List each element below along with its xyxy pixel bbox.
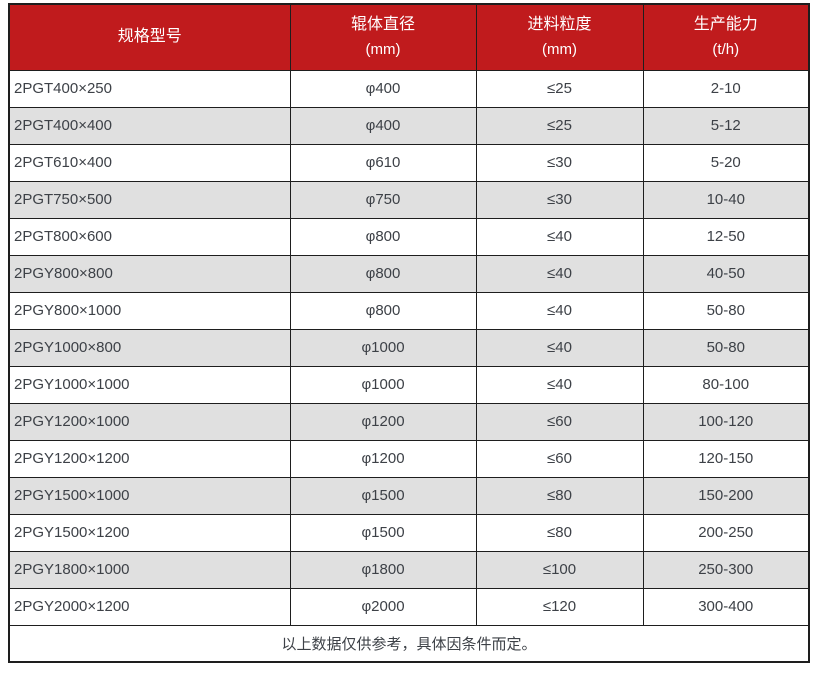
capacity-cell: 80-100 bbox=[642, 365, 810, 404]
table-row: 2PGY1200×1000 φ1200 ≤60 100-120 bbox=[8, 402, 810, 441]
table-row: 2PGY1800×1000 φ1800 ≤100 250-300 bbox=[8, 550, 810, 589]
model-cell: 2PGY1000×800 bbox=[8, 328, 291, 367]
table-row: 2PGT400×250 φ400 ≤25 2-10 bbox=[8, 69, 810, 108]
capacity-cell: 2-10 bbox=[642, 69, 810, 108]
column-title: 辊体直径 bbox=[350, 16, 415, 34]
column-header-model: 规格型号 bbox=[8, 3, 291, 71]
capacity-cell: 5-12 bbox=[642, 106, 810, 145]
table-row: 2PGY800×1000 φ800 ≤40 50-80 bbox=[8, 291, 810, 330]
diameter-cell: φ1800 bbox=[289, 550, 477, 589]
model-cell: 2PGY800×800 bbox=[8, 254, 291, 293]
diameter-cell: φ1500 bbox=[289, 476, 477, 515]
feed-size-cell: ≤40 bbox=[475, 365, 644, 404]
feed-size-cell: ≤40 bbox=[475, 328, 644, 367]
diameter-cell: φ1000 bbox=[289, 328, 477, 367]
feed-size-cell: ≤40 bbox=[475, 254, 644, 293]
model-cell: 2PGY2000×1200 bbox=[8, 587, 291, 626]
column-title: 规格型号 bbox=[117, 28, 182, 46]
feed-size-cell: ≤25 bbox=[475, 106, 644, 145]
diameter-cell: φ800 bbox=[289, 217, 477, 256]
table-row: 2PGT800×600 φ800 ≤40 12-50 bbox=[8, 217, 810, 256]
feed-size-cell: ≤60 bbox=[475, 402, 644, 441]
feed-size-cell: ≤60 bbox=[475, 439, 644, 478]
table-footer: 以上数据仅供参考，具体因条件而定。 bbox=[8, 624, 810, 663]
column-title: 生产能力 bbox=[693, 16, 758, 34]
capacity-cell: 120-150 bbox=[642, 439, 810, 478]
table-row: 2PGY800×800 φ800 ≤40 40-50 bbox=[8, 254, 810, 293]
column-unit: (mm) bbox=[365, 41, 401, 59]
model-cell: 2PGY1200×1200 bbox=[8, 439, 291, 478]
diameter-cell: φ1200 bbox=[289, 439, 477, 478]
capacity-cell: 150-200 bbox=[642, 476, 810, 515]
capacity-cell: 300-400 bbox=[642, 587, 810, 626]
model-cell: 2PGY800×1000 bbox=[8, 291, 291, 330]
feed-size-cell: ≤30 bbox=[475, 180, 644, 219]
feed-size-cell: ≤100 bbox=[475, 550, 644, 589]
capacity-cell: 50-80 bbox=[642, 328, 810, 367]
spec-table-container: 规格型号 辊体直径 (mm) 进料粒度 (mm) 生产能力 (t/h) 2PGT… bbox=[8, 3, 810, 663]
table-header: 规格型号 辊体直径 (mm) 进料粒度 (mm) 生产能力 (t/h) bbox=[8, 3, 810, 71]
diameter-cell: φ400 bbox=[289, 106, 477, 145]
capacity-cell: 10-40 bbox=[642, 180, 810, 219]
model-cell: 2PGT400×400 bbox=[8, 106, 291, 145]
model-cell: 2PGY1200×1000 bbox=[8, 402, 291, 441]
capacity-cell: 200-250 bbox=[642, 513, 810, 552]
feed-size-cell: ≤80 bbox=[475, 513, 644, 552]
table-row: 2PGT400×400 φ400 ≤25 5-12 bbox=[8, 106, 810, 145]
model-cell: 2PGT800×600 bbox=[8, 217, 291, 256]
column-header-roller-diameter: 辊体直径 (mm) bbox=[289, 3, 477, 71]
feed-size-cell: ≤30 bbox=[475, 143, 644, 182]
column-header-capacity: 生产能力 (t/h) bbox=[642, 3, 810, 71]
diameter-cell: φ610 bbox=[289, 143, 477, 182]
table-note: 以上数据仅供参考，具体因条件而定。 bbox=[8, 624, 810, 663]
column-unit: (mm) bbox=[542, 41, 577, 59]
diameter-cell: φ1200 bbox=[289, 402, 477, 441]
model-cell: 2PGT400×250 bbox=[8, 69, 291, 108]
model-cell: 2PGY1500×1000 bbox=[8, 476, 291, 515]
capacity-cell: 50-80 bbox=[642, 291, 810, 330]
model-cell: 2PGY1000×1000 bbox=[8, 365, 291, 404]
column-unit: (t/h) bbox=[712, 41, 740, 59]
diameter-cell: φ400 bbox=[289, 69, 477, 108]
note-row: 以上数据仅供参考，具体因条件而定。 bbox=[8, 624, 810, 663]
diameter-cell: φ800 bbox=[289, 254, 477, 293]
table-row: 2PGY1000×800 φ1000 ≤40 50-80 bbox=[8, 328, 810, 367]
spec-table: 规格型号 辊体直径 (mm) 进料粒度 (mm) 生产能力 (t/h) 2PGT… bbox=[8, 3, 810, 663]
model-cell: 2PGY1500×1200 bbox=[8, 513, 291, 552]
table-row: 2PGY1000×1000 φ1000 ≤40 80-100 bbox=[8, 365, 810, 404]
capacity-cell: 100-120 bbox=[642, 402, 810, 441]
model-cell: 2PGT610×400 bbox=[8, 143, 291, 182]
model-cell: 2PGT750×500 bbox=[8, 180, 291, 219]
table-row: 2PGY1500×1200 φ1500 ≤80 200-250 bbox=[8, 513, 810, 552]
diameter-cell: φ750 bbox=[289, 180, 477, 219]
column-header-feed-size: 进料粒度 (mm) bbox=[475, 3, 644, 71]
table-row: 2PGY2000×1200 φ2000 ≤120 300-400 bbox=[8, 587, 810, 626]
header-row: 规格型号 辊体直径 (mm) 进料粒度 (mm) 生产能力 (t/h) bbox=[8, 3, 810, 71]
feed-size-cell: ≤40 bbox=[475, 291, 644, 330]
model-cell: 2PGY1800×1000 bbox=[8, 550, 291, 589]
table-body: 2PGT400×250 φ400 ≤25 2-10 2PGT400×400 φ400 ≤25… bbox=[8, 69, 810, 626]
diameter-cell: φ1000 bbox=[289, 365, 477, 404]
capacity-cell: 5-20 bbox=[642, 143, 810, 182]
table-row: 2PGY1500×1000 φ1500 ≤80 150-200 bbox=[8, 476, 810, 515]
feed-size-cell: ≤40 bbox=[475, 217, 644, 256]
capacity-cell: 40-50 bbox=[642, 254, 810, 293]
column-title: 进料粒度 bbox=[527, 16, 592, 34]
diameter-cell: φ1500 bbox=[289, 513, 477, 552]
table-row: 2PGT750×500 φ750 ≤30 10-40 bbox=[8, 180, 810, 219]
feed-size-cell: ≤120 bbox=[475, 587, 644, 626]
diameter-cell: φ800 bbox=[289, 291, 477, 330]
feed-size-cell: ≤25 bbox=[475, 69, 644, 108]
table-row: 2PGY1200×1200 φ1200 ≤60 120-150 bbox=[8, 439, 810, 478]
table-row: 2PGT610×400 φ610 ≤30 5-20 bbox=[8, 143, 810, 182]
feed-size-cell: ≤80 bbox=[475, 476, 644, 515]
capacity-cell: 12-50 bbox=[642, 217, 810, 256]
diameter-cell: φ2000 bbox=[289, 587, 477, 626]
capacity-cell: 250-300 bbox=[642, 550, 810, 589]
